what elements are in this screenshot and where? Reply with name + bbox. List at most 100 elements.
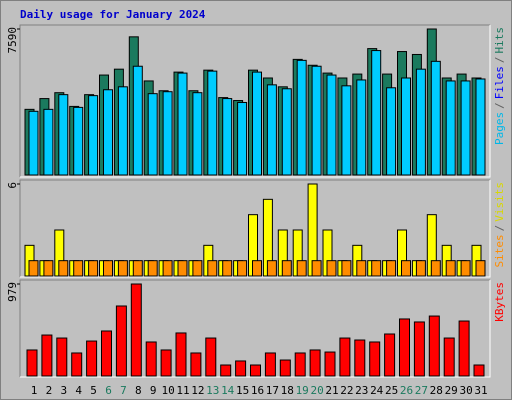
x-tick-label: 5 bbox=[90, 384, 97, 397]
bar bbox=[26, 349, 38, 377]
legend-entry: Visits bbox=[493, 182, 506, 222]
x-tick-label: 2 bbox=[46, 384, 53, 397]
bar bbox=[132, 260, 143, 277]
bar bbox=[177, 72, 188, 176]
bar bbox=[73, 106, 84, 176]
x-tick-label: 15 bbox=[236, 384, 249, 397]
bar bbox=[430, 260, 441, 277]
x-tick-label: 6 bbox=[105, 384, 112, 397]
bar bbox=[235, 360, 247, 377]
bar bbox=[205, 337, 217, 377]
bar bbox=[28, 110, 39, 176]
bar bbox=[43, 108, 54, 176]
legend-entry: KBytes bbox=[493, 282, 506, 322]
panel-border-light bbox=[20, 280, 491, 378]
legend: Sites / Visits bbox=[493, 182, 506, 268]
bar bbox=[266, 260, 277, 277]
bar bbox=[252, 260, 262, 277]
bar bbox=[58, 260, 69, 277]
bar bbox=[177, 260, 188, 277]
x-tick-label: 16 bbox=[251, 384, 264, 397]
x-tick-label: 9 bbox=[150, 384, 157, 397]
bar bbox=[473, 364, 485, 377]
legend-entry: Files bbox=[493, 66, 506, 99]
bar bbox=[115, 305, 127, 377]
x-tick-label: 7 bbox=[120, 384, 127, 397]
bar bbox=[162, 260, 173, 277]
bar bbox=[103, 260, 113, 277]
bar bbox=[386, 87, 397, 176]
bar bbox=[401, 260, 411, 277]
bar bbox=[445, 80, 456, 176]
bar bbox=[160, 349, 172, 377]
x-tick-label: 3 bbox=[60, 384, 67, 397]
bar bbox=[413, 321, 425, 377]
bar bbox=[130, 283, 142, 377]
x-tick-label: 26 bbox=[400, 384, 413, 397]
legend-separator: / bbox=[493, 225, 506, 232]
panel-border-light bbox=[20, 180, 491, 278]
legend-entry: Pages bbox=[493, 112, 506, 145]
bar bbox=[192, 260, 203, 277]
bar bbox=[73, 260, 84, 277]
bar bbox=[222, 260, 233, 277]
bar bbox=[324, 351, 336, 377]
bar bbox=[147, 260, 158, 277]
x-tick-label: 22 bbox=[340, 384, 353, 397]
x-tick-label: 30 bbox=[459, 384, 472, 397]
bar bbox=[386, 260, 397, 277]
y-tick-label: 7590 bbox=[6, 27, 19, 54]
bar bbox=[415, 260, 426, 277]
bar bbox=[237, 260, 248, 277]
bar bbox=[311, 260, 322, 277]
x-tick-label: 31 bbox=[474, 384, 487, 397]
legend-separator: / bbox=[493, 57, 506, 64]
x-tick-label: 27 bbox=[415, 384, 428, 397]
bar bbox=[101, 330, 112, 377]
bar bbox=[475, 78, 486, 176]
bar bbox=[207, 260, 218, 277]
bar bbox=[311, 65, 322, 176]
bar bbox=[369, 341, 381, 377]
plot-area bbox=[20, 280, 490, 377]
panel-border-dark bbox=[19, 24, 490, 177]
bar bbox=[88, 95, 99, 176]
bar bbox=[356, 260, 367, 277]
chart-title: Daily usage for January 2024 bbox=[20, 8, 206, 21]
bar bbox=[309, 349, 321, 377]
bar bbox=[339, 337, 351, 377]
x-tick-label: 19 bbox=[296, 384, 309, 397]
bar bbox=[41, 334, 53, 377]
bar bbox=[147, 93, 158, 176]
bar bbox=[371, 260, 382, 277]
bar bbox=[86, 340, 98, 377]
bar bbox=[354, 339, 366, 377]
panel-border-dark bbox=[19, 279, 490, 377]
bar bbox=[117, 260, 128, 277]
bar bbox=[207, 70, 218, 176]
x-tick-label: 1 bbox=[31, 384, 38, 397]
x-tick-label: 25 bbox=[385, 384, 398, 397]
legend-entry: Hits bbox=[493, 27, 506, 54]
bar bbox=[264, 352, 276, 377]
bar bbox=[145, 341, 157, 377]
panel-border-light bbox=[20, 25, 491, 178]
bar bbox=[266, 84, 277, 176]
bar bbox=[475, 260, 486, 277]
bar bbox=[103, 89, 113, 176]
bar bbox=[132, 65, 143, 176]
x-tick-label: 13 bbox=[206, 384, 219, 397]
bar bbox=[250, 364, 261, 377]
x-tick-label: 12 bbox=[191, 384, 204, 397]
bar bbox=[415, 68, 426, 176]
bar bbox=[192, 92, 203, 176]
bar bbox=[458, 320, 470, 377]
y-tick-label: 6 bbox=[6, 182, 19, 189]
bar bbox=[190, 352, 202, 377]
x-tick-label: 18 bbox=[281, 384, 294, 397]
bar bbox=[428, 315, 440, 377]
bar bbox=[443, 337, 455, 377]
bar bbox=[175, 332, 187, 377]
bar bbox=[117, 86, 128, 176]
